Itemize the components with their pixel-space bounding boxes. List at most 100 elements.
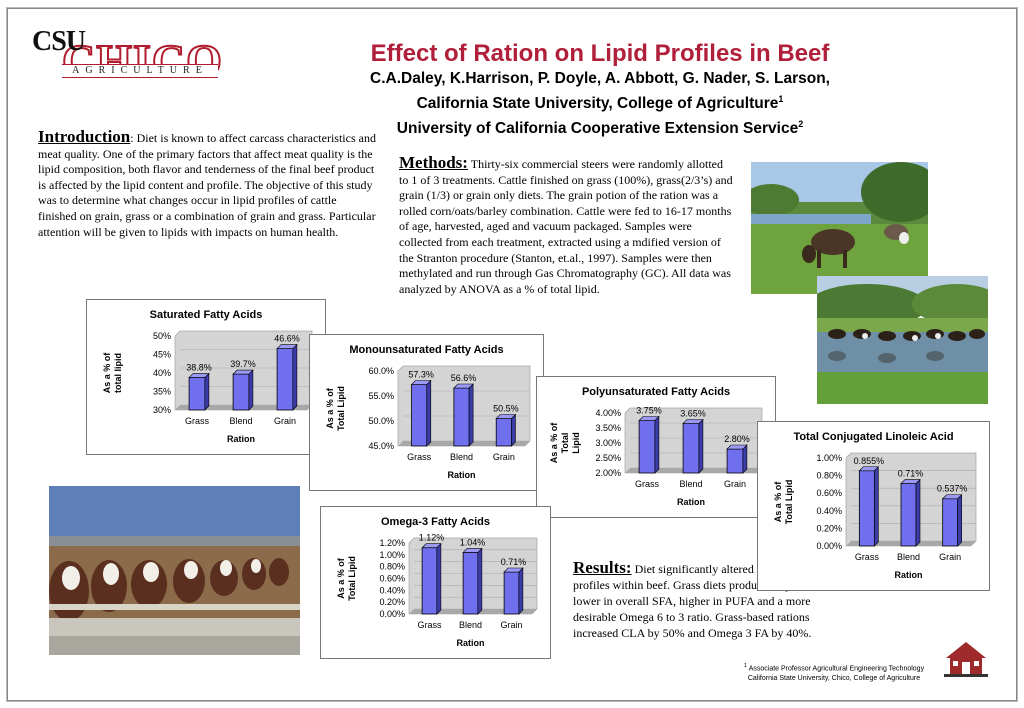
affiliation-2: University of California Cooperative Ext… <box>396 119 804 138</box>
bar-side <box>477 547 483 615</box>
methods-section: Methods: Thirty-six commercial steers we… <box>399 154 733 297</box>
y-axis-label: As a % of <box>773 481 783 523</box>
data-label: 1.12% <box>419 533 445 543</box>
bar-side <box>742 444 748 474</box>
poster-frame <box>7 8 1017 701</box>
bar-side <box>426 379 432 447</box>
bar-front <box>188 377 206 411</box>
bar-side <box>511 413 516 447</box>
bar-front <box>276 348 294 411</box>
bar-top <box>453 383 474 389</box>
chart-title: Polyunsaturated Fatty Acids <box>582 386 730 398</box>
bar <box>682 418 704 474</box>
y-tick-label: 0.80% <box>379 562 405 572</box>
data-label: 0.71% <box>898 469 924 479</box>
bar-front <box>900 483 917 547</box>
x-tick-label: Blend <box>459 620 482 630</box>
bar-top <box>410 380 432 385</box>
bar-front <box>682 423 700 474</box>
chart-title: Total Conjugated Linoleic Acid <box>793 431 953 443</box>
bar-front <box>942 498 959 547</box>
y-axis-label: total lipid <box>113 353 123 393</box>
bar <box>638 415 660 474</box>
bar-front <box>453 387 470 447</box>
data-label: 1.04% <box>460 537 486 547</box>
y-tick-label: 0.20% <box>379 597 405 607</box>
data-label: 0.71% <box>501 557 527 567</box>
y-axis-label: As a % of <box>102 352 112 394</box>
bar-front <box>638 420 656 474</box>
y-axis-label: Lipid <box>571 432 581 454</box>
bar <box>900 478 921 547</box>
bar-side <box>204 372 210 411</box>
bar-side <box>874 466 879 547</box>
data-label: 2.80% <box>724 434 750 444</box>
y-tick-label: 3.00% <box>595 438 621 448</box>
y-tick-label: 1.00% <box>816 453 842 463</box>
y-tick-label: 55.0% <box>368 391 394 401</box>
x-tick-label: Grain <box>274 416 296 426</box>
y-tick-label: 50% <box>153 331 171 341</box>
chart-monounsaturated-fatty-acids: Monounsaturated Fatty Acids 45.0% 50.0% 55.… <box>309 334 544 491</box>
data-label: 0.537% <box>937 484 968 494</box>
y-tick-label: 2.00% <box>595 468 621 478</box>
bar-top <box>858 466 880 472</box>
logo-agriculture: AGRICULTURE <box>62 64 218 78</box>
data-label: 38.8% <box>186 362 212 372</box>
bar <box>941 494 963 547</box>
bar <box>858 466 880 547</box>
x-tick-label: Grain <box>939 552 961 562</box>
y-axis-label: As a % of <box>549 422 559 464</box>
x-tick-label: Grass <box>855 552 880 562</box>
bar-front <box>232 373 250 411</box>
x-tick-label: Grass <box>407 452 432 462</box>
x-axis-label: Ration <box>227 434 255 444</box>
cattle-pond-photo <box>817 276 988 404</box>
bar <box>276 343 298 411</box>
bar-front <box>726 448 744 474</box>
y-axis-label: Total Lipid <box>336 386 346 431</box>
introduction-heading: Introduction <box>38 127 131 146</box>
x-tick-label: Blend <box>679 479 702 489</box>
chart-title: Omega-3 Fatty Acids <box>381 516 490 528</box>
chart-total-cla: Total Conjugated Linoleic Acid 0.00% 0.20%… <box>757 421 990 591</box>
bar-top <box>232 369 254 375</box>
data-label: 0.855% <box>854 456 885 466</box>
bar <box>503 567 524 615</box>
bar-top <box>188 373 210 378</box>
bar <box>462 547 483 615</box>
poster-title-block: Effect of Ration on Lipid Profiles in Be… <box>300 40 900 139</box>
bar-side <box>292 343 298 411</box>
bar-top <box>638 416 660 421</box>
y-tick-label: 30% <box>153 405 171 415</box>
bar-front <box>462 552 479 615</box>
x-tick-label: Grass <box>635 479 660 489</box>
bar-front <box>421 547 438 615</box>
bar-side <box>248 369 254 411</box>
chart-saturated-fatty-acids: Saturated Fatty Acids 30% 35% 40% 45% 50% As a… <box>86 299 326 455</box>
y-tick-label: 0.00% <box>379 609 405 619</box>
bar-top <box>462 548 483 553</box>
bar <box>495 413 517 447</box>
y-tick-label: 35% <box>153 387 171 397</box>
bar <box>188 372 210 411</box>
data-label: 46.6% <box>274 334 300 344</box>
y-tick-label: 2.50% <box>595 453 621 463</box>
y-tick-label: 0.00% <box>816 541 842 551</box>
y-tick-label: 0.60% <box>816 488 842 498</box>
data-label: 39.7% <box>230 359 256 369</box>
bar <box>726 444 748 474</box>
bar <box>421 543 442 615</box>
bar-top <box>682 419 704 424</box>
x-axis-label: Ration <box>457 638 485 648</box>
y-axis-label: Total Lipid <box>347 556 357 601</box>
introduction-section: Introduction: Diet is known to affect ca… <box>38 127 378 240</box>
bar-side <box>468 383 474 447</box>
bar-top <box>495 414 517 419</box>
x-tick-label: Grain <box>493 452 515 462</box>
chart-omega-3-fatty-acids: Omega-3 Fatty Acids 0.00% 0.20% 0.40% 0.60% 0… <box>320 506 551 659</box>
x-axis-label: Ration <box>448 470 476 480</box>
methods-text: Thirty-six commercial steers were random… <box>399 157 733 296</box>
data-label: 56.6% <box>451 373 477 383</box>
bar-top <box>421 543 442 549</box>
